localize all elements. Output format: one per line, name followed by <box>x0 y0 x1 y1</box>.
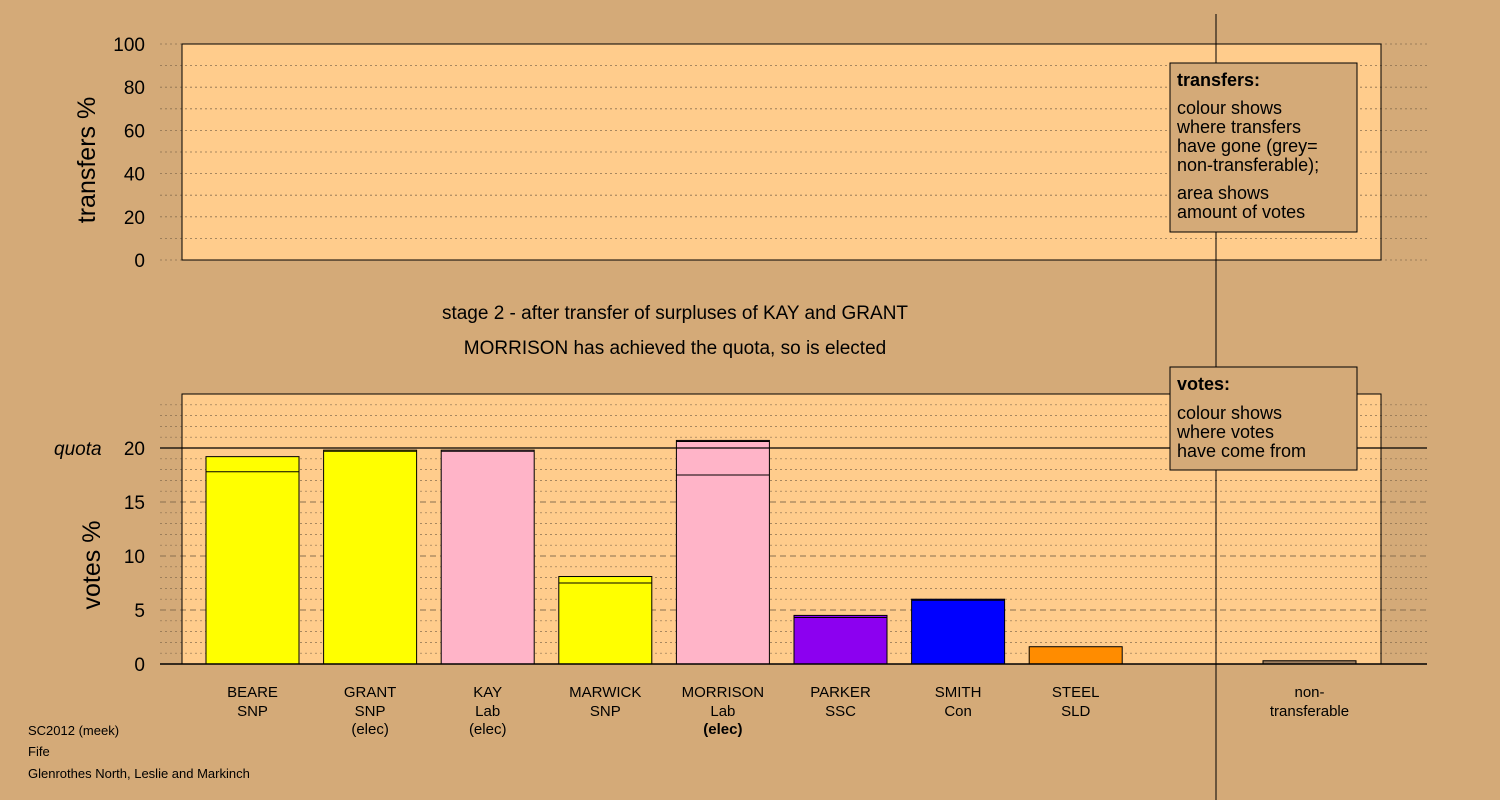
vote-bar <box>675 439 770 665</box>
vote-bar <box>793 614 888 665</box>
vote-bar <box>205 456 300 665</box>
votes-legend-title: votes: <box>1177 374 1230 394</box>
transfers-legend-line: non-transferable); <box>1177 155 1319 175</box>
transfers-y-tick-label: 60 <box>124 121 145 142</box>
votes-y-axis-title: votes % <box>78 521 106 610</box>
votes-y-tick-label: 20 <box>124 439 145 460</box>
transfers-y-tick-label: 100 <box>113 35 145 56</box>
transfers-y-tick-label: 0 <box>134 251 145 272</box>
candidate-name: BEARE <box>227 684 278 701</box>
votes-y-ticks: 0 5 10 15 20 <box>124 439 145 676</box>
transfers-plot-frame <box>181 43 1382 261</box>
transfers-legend-title: transfers: <box>1177 70 1260 90</box>
votes-legend-line: colour shows <box>1177 403 1282 423</box>
transfers-legend-line: have gone (grey= <box>1177 136 1318 156</box>
candidate-party: Con <box>944 703 972 720</box>
candidate-name: KAY <box>473 684 502 701</box>
votes-y-tick-label: 10 <box>124 547 145 568</box>
candidate-labels: BEARESNPGRANTSNP(elec)KAYLab(elec)MARWIC… <box>227 684 1349 738</box>
candidate-party: SNP <box>590 703 621 720</box>
votes-bars <box>205 439 1357 665</box>
transfers-y-tick-label: 40 <box>124 165 145 186</box>
transfers-legend-line: amount of votes <box>1177 202 1305 222</box>
votes-legend-box <box>1169 366 1358 471</box>
footer-ward: Glenrothes North, Leslie and Markinch <box>28 766 250 781</box>
candidate-status: (elec) <box>351 721 389 738</box>
vote-bar <box>911 598 1006 665</box>
candidate-name: MORRISON <box>682 684 765 701</box>
votes-y-tick-label: 5 <box>134 601 145 622</box>
vote-bar <box>323 449 418 665</box>
candidate-name: MARWICK <box>569 684 641 701</box>
transfers-y-axis-title: transfers % <box>73 97 101 223</box>
votes-legend: votes: colour shows where votes have com… <box>1169 366 1358 471</box>
nontransferable-label: transferable <box>1270 703 1349 720</box>
footer-council: Fife <box>28 744 50 759</box>
candidate-party: Lab <box>475 703 500 720</box>
votes-y-tick-label: 0 <box>134 655 145 676</box>
votes-legend-line: where votes <box>1176 422 1274 442</box>
nontransferable-label: non- <box>1294 684 1324 701</box>
transfers-legend-line: where transfers <box>1176 117 1301 137</box>
candidate-party: Lab <box>710 703 735 720</box>
candidate-name: SMITH <box>935 684 982 701</box>
candidate-name: STEEL <box>1052 684 1100 701</box>
candidate-name: GRANT <box>344 684 397 701</box>
transfers-legend-line: colour shows <box>1177 98 1282 118</box>
vote-bar <box>440 449 535 665</box>
transfers-legend-line: area shows <box>1177 183 1269 203</box>
candidate-status: (elec) <box>469 721 507 738</box>
transfers-y-tick-label: 80 <box>124 78 145 99</box>
transfers-y-ticks: 0 20 40 60 80 100 <box>113 35 145 272</box>
votes-y-tick-label: 15 <box>124 493 145 514</box>
candidate-party: SLD <box>1061 703 1090 720</box>
vote-bar <box>1028 646 1123 665</box>
candidate-party: SSC <box>825 703 856 720</box>
transfers-legend: transfers: colour shows where transfers … <box>1169 62 1358 233</box>
transfers-y-tick-label: 20 <box>124 208 145 229</box>
candidate-name: PARKER <box>810 684 871 701</box>
candidate-party: SNP <box>237 703 268 720</box>
quota-label: quota <box>54 439 102 460</box>
candidate-party: SNP <box>355 703 386 720</box>
transfers-legend-box <box>1169 62 1358 233</box>
footer-method: SC2012 (meek) <box>28 723 119 738</box>
stage-result: MORRISON has achieved the quota, so is e… <box>464 338 886 359</box>
vote-bar <box>558 576 653 665</box>
stage-description: stage 2 - after transfer of surpluses of… <box>442 303 908 324</box>
votes-legend-line: have come from <box>1177 441 1306 461</box>
candidate-status: (elec) <box>703 721 742 738</box>
